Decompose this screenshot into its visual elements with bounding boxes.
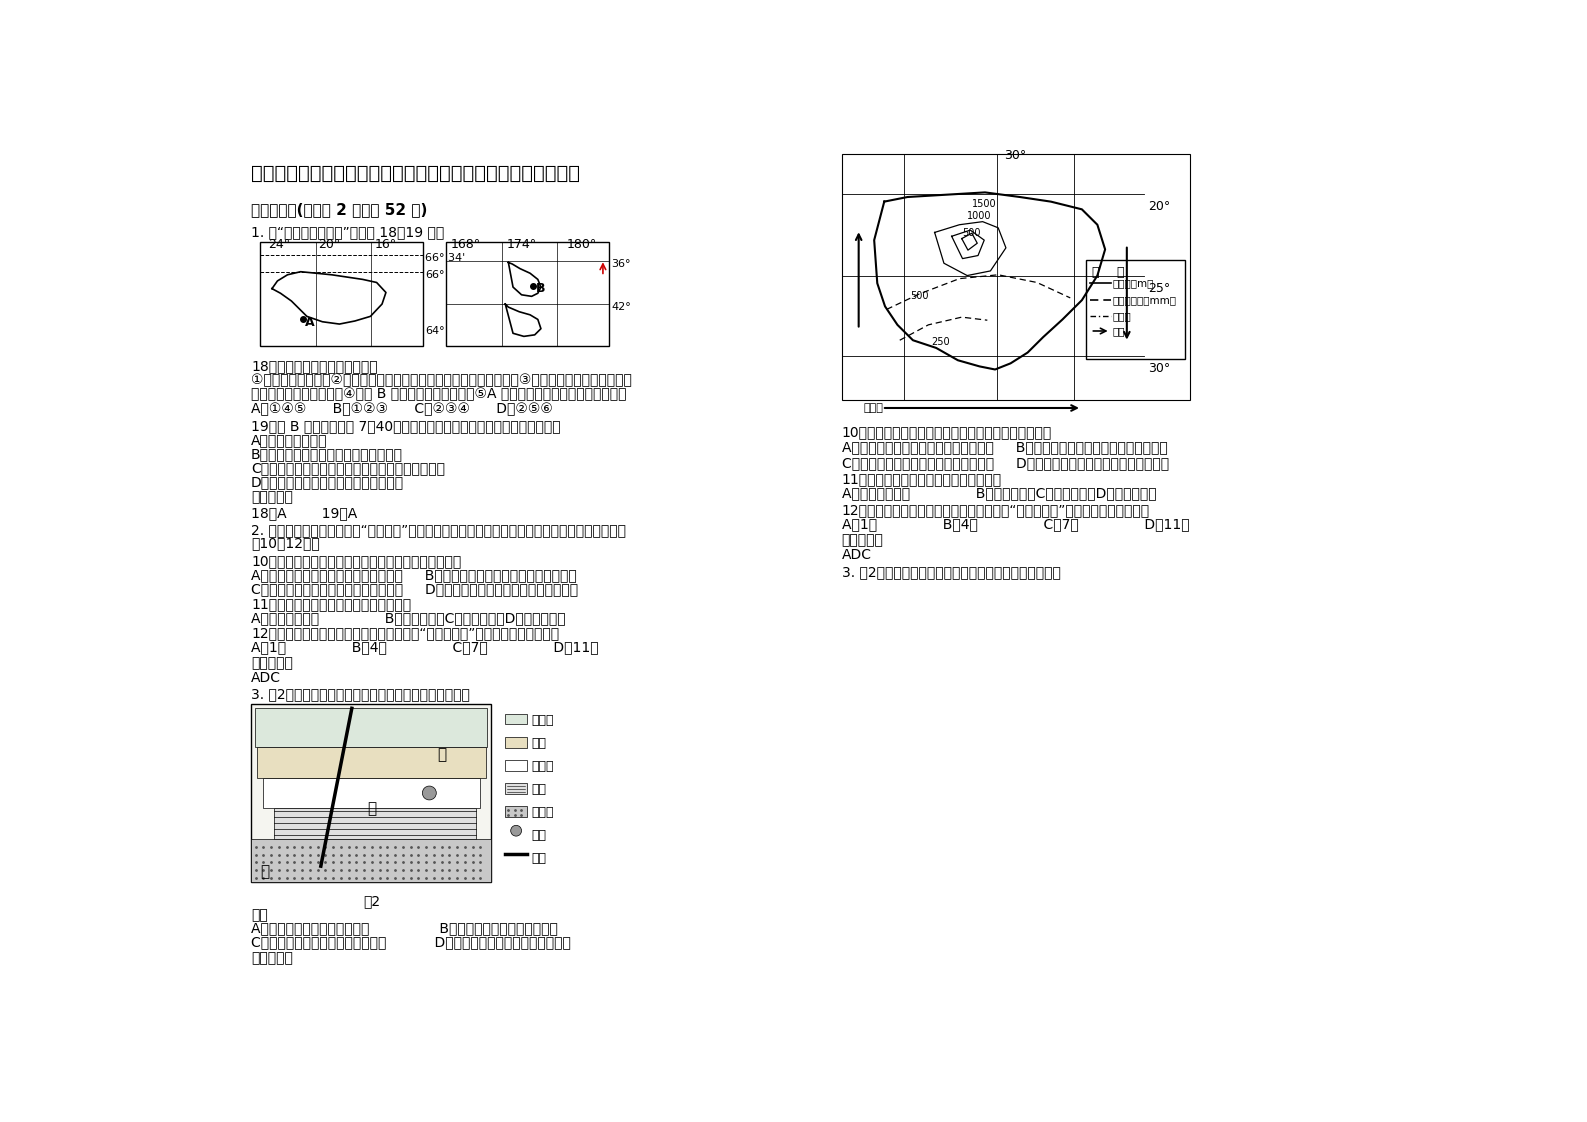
Text: 10．与西屸相比，该国大陆东屸年降水的多少及原因是: 10．与西屸相比，该国大陆东屸年降水的多少及原因是 <box>841 425 1052 439</box>
Text: B．北印度洋海区洋流为逆时针方向流动: B．北印度洋海区洋流为逆时针方向流动 <box>251 448 403 461</box>
Text: A．多，地处东南信风迎风坡，暖流增湿     B．多，地处东北信风迎风坡，暖流增湿: A．多，地处东南信风迎风坡，暖流增湿 B．多，地处东北信风迎风坡，暖流增湿 <box>251 568 576 582</box>
Text: 66° 34': 66° 34' <box>425 254 465 264</box>
Text: 参考答案：: 参考答案： <box>841 533 884 546</box>
Text: 图中: 图中 <box>251 908 268 921</box>
Text: 洋流: 洋流 <box>1112 327 1125 337</box>
Text: C．北美中部平原来自于北冰洋的寒冷气流频繁南下: C．北美中部平原来自于北冰洋的寒冷气流频繁南下 <box>251 461 444 475</box>
Text: 30°: 30° <box>1147 361 1170 375</box>
Text: 年降水量线（mm）: 年降水量线（mm） <box>1112 295 1178 305</box>
Text: 成10～12题。: 成10～12题。 <box>251 536 321 551</box>
Text: 20°: 20° <box>319 238 341 251</box>
Text: ADC: ADC <box>841 549 871 562</box>
Text: 甲: 甲 <box>260 865 270 880</box>
Bar <box>505 714 527 725</box>
Text: 250: 250 <box>930 337 949 347</box>
Text: 180°: 180° <box>567 238 597 251</box>
Bar <box>505 806 527 817</box>
Text: 168°: 168° <box>451 238 481 251</box>
Text: 参考答案：: 参考答案： <box>251 950 294 965</box>
Text: 花岗岩: 花岗岩 <box>532 806 554 819</box>
Text: 25°: 25° <box>1147 282 1170 295</box>
Text: 等高线（m）: 等高线（m） <box>1112 278 1154 288</box>
Bar <box>505 737 527 747</box>
Text: 500: 500 <box>962 228 981 238</box>
Text: 174°: 174° <box>506 238 536 251</box>
Text: 24°: 24° <box>268 238 290 251</box>
Text: 64°: 64° <box>425 325 444 335</box>
Text: A．①④⑤      B．①②③      C．②③④      D．②⑤⑥: A．①④⑤ B．①②③ C．②③④ D．②⑤⑥ <box>251 403 552 416</box>
Bar <box>841 154 1190 401</box>
Circle shape <box>511 826 522 836</box>
Text: 石灰岩: 石灰岩 <box>532 760 554 773</box>
Text: A．河流径流汇入               B．上升补偿流C．大陆架广阔D．寒暖流交汇: A．河流径流汇入 B．上升补偿流C．大陆架广阔D．寒暖流交汇 <box>841 487 1157 500</box>
Text: 一、选择题(每小题 2 分，共 52 分): 一、选择题(每小题 2 分，共 52 分) <box>251 202 427 218</box>
Text: 12．该国南部的好望角因风浪较大，被称作“好望不好过”。其风浪最大的月份是: 12．该国南部的好望角因风浪较大，被称作“好望不好过”。其风浪最大的月份是 <box>841 504 1149 517</box>
Bar <box>263 778 479 808</box>
Text: 丙: 丙 <box>436 747 446 762</box>
Bar <box>505 783 527 793</box>
Text: A．1月               B．4月               C．7月               D．11月: A．1月 B．4月 C．7月 D．11月 <box>841 517 1189 532</box>
Text: A．尼罗河河水上涨: A．尼罗河河水上涨 <box>251 433 327 448</box>
Text: 1500: 1500 <box>971 199 997 209</box>
Bar <box>275 808 476 839</box>
Text: 19．当 B 城日出时间为 7：40（为该国的国家时间）时，下列说法正确的是: 19．当 B 城日出时间为 7：40（为该国的国家时间）时，下列说法正确的是 <box>251 420 560 433</box>
Text: 16°: 16° <box>375 238 397 251</box>
Text: 断层: 断层 <box>532 853 546 865</box>
Text: ①两国均为发达国家②两国均位于板块交界处，多火山、地热和温泉等③两国气候深受海洋的影响，: ①两国均为发达国家②两国均位于板块交界处，多火山、地热和温泉等③两国气候深受海洋… <box>251 374 632 387</box>
Text: 3. 图2为某地的地质平面示意图，读图，回答下列小题。: 3. 图2为某地的地质平面示意图，读图，回答下列小题。 <box>841 565 1060 579</box>
Text: C．少，受副热带高气压影响，寒流减湿     D．少，位于盛行西风背风坡，寒流减湿: C．少，受副热带高气压影响，寒流减湿 D．少，位于盛行西风背风坡，寒流减湿 <box>841 456 1168 470</box>
Text: 18．有关两个国家叙述正确的是: 18．有关两个国家叙述正确的是 <box>251 359 378 374</box>
Text: 沉积物: 沉积物 <box>532 714 554 727</box>
Text: 11．南非南部沿海渔场形成的主要原因是: 11．南非南部沿海渔场形成的主要原因是 <box>251 597 411 611</box>
Bar <box>505 760 527 771</box>
Text: C．岩浆侵入可能导致乙处岩石变质           D．丙处的溶洞景观由岩浆活动造成: C．岩浆侵入可能导致乙处岩石变质 D．丙处的溶洞景观由岩浆活动造成 <box>251 936 571 949</box>
Text: 图2: 图2 <box>363 894 381 908</box>
Text: 10．与西屸相比，该国大陆东屸年降水的多少及原因是: 10．与西屸相比，该国大陆东屸年降水的多少及原因是 <box>251 554 462 568</box>
Text: 陕西省汉中市铺镇二三二七学校高三地理下学期期末试题含解析: 陕西省汉中市铺镇二三二七学校高三地理下学期期末试题含解析 <box>251 164 581 183</box>
Text: 2. 南非位于非洲最南端，有“彩虹之国”之美誉，其东、南、西三面被印度洋和大西洋环保。读图完: 2. 南非位于非洲最南端，有“彩虹之国”之美誉，其东、南、西三面被印度洋和大西洋… <box>251 523 627 536</box>
Text: C．少，受副热带高气压影响，寒流减湿     D．少，位于盛行西风背风坡，寒流减湿: C．少，受副热带高气压影响，寒流减湿 D．少，位于盛行西风背风坡，寒流减湿 <box>251 582 578 596</box>
Text: 18、A        19、A: 18、A 19、A <box>251 506 357 519</box>
Text: ADC: ADC <box>251 671 281 686</box>
Text: 66°: 66° <box>425 270 444 280</box>
Text: 11．南非南部沿海渔场形成的主要原因是: 11．南非南部沿海渔场形成的主要原因是 <box>841 472 1001 487</box>
Bar <box>256 708 487 747</box>
Text: 好望角: 好望角 <box>863 404 884 413</box>
Text: 1. 读“两个岛国示意图”，回答 18～19 题。: 1. 读“两个岛国示意图”，回答 18～19 题。 <box>251 226 444 239</box>
Text: B: B <box>535 283 544 295</box>
Text: 30°: 30° <box>1005 149 1027 163</box>
Text: 国界线: 国界线 <box>1112 311 1132 321</box>
Bar <box>260 242 424 347</box>
Bar <box>446 242 609 347</box>
Bar <box>1086 260 1185 359</box>
Bar <box>251 839 492 882</box>
Text: 参考答案：: 参考答案： <box>251 490 294 505</box>
Text: 砂岩: 砂岩 <box>532 737 546 749</box>
Text: 20°: 20° <box>1147 200 1170 213</box>
Text: A．河流径流汇入               B．上升补偿流C．大陆架广阔D．寒暖流交汇: A．河流径流汇入 B．上升补偿流C．大陆架广阔D．寒暖流交汇 <box>251 611 565 625</box>
Text: 乙: 乙 <box>367 801 376 816</box>
Bar <box>251 705 492 882</box>
Text: D．地中海的盐度处在一年中最低的季节: D．地中海的盐度处在一年中最低的季节 <box>251 475 405 489</box>
Text: 页岩: 页岩 <box>532 783 546 795</box>
Text: 1000: 1000 <box>966 211 992 221</box>
Text: A．1月               B．4月               C．7月               D．11月: A．1月 B．4月 C．7月 D．11月 <box>251 641 598 654</box>
Text: 溶洞: 溶洞 <box>532 829 546 843</box>
Text: 3. 图2为某地的地质平面示意图，读图，回答下列小题。: 3. 图2为某地的地质平面示意图，读图，回答下列小题。 <box>251 687 470 701</box>
Text: 参考答案：: 参考答案： <box>251 656 294 670</box>
Text: 12．该国南部的好望角因风浪较大，被称作“好望不好过”。其风浪最大的月份是: 12．该国南部的好望角因风浪较大，被称作“好望不好过”。其风浪最大的月份是 <box>251 627 559 641</box>
Text: 500: 500 <box>909 291 928 301</box>
Text: 42°: 42° <box>611 303 632 313</box>
Text: A．多，地处东南信风迎风坡，暖流增湿     B．多，地处东北信风迎风坡，暖流增湿: A．多，地处东南信风迎风坡，暖流增湿 B．多，地处东北信风迎风坡，暖流增湿 <box>841 440 1168 454</box>
Text: 均有温带海洋性气候分布④首都 B 属地球五带中的南温带⑤A 地所在国全部位于东半球和北半球: 均有温带海洋性气候分布④首都 B 属地球五带中的南温带⑤A 地所在国全部位于东半… <box>251 387 627 402</box>
Text: 36°: 36° <box>611 259 632 269</box>
Text: A: A <box>305 316 314 330</box>
Text: 图    例: 图 例 <box>1092 266 1125 279</box>
Bar <box>257 747 486 778</box>
Text: A．甲处的物质主要来源于地壳                B．断层发生在花岗岩形成之后: A．甲处的物质主要来源于地壳 B．断层发生在花岗岩形成之后 <box>251 921 559 936</box>
Circle shape <box>422 787 436 800</box>
